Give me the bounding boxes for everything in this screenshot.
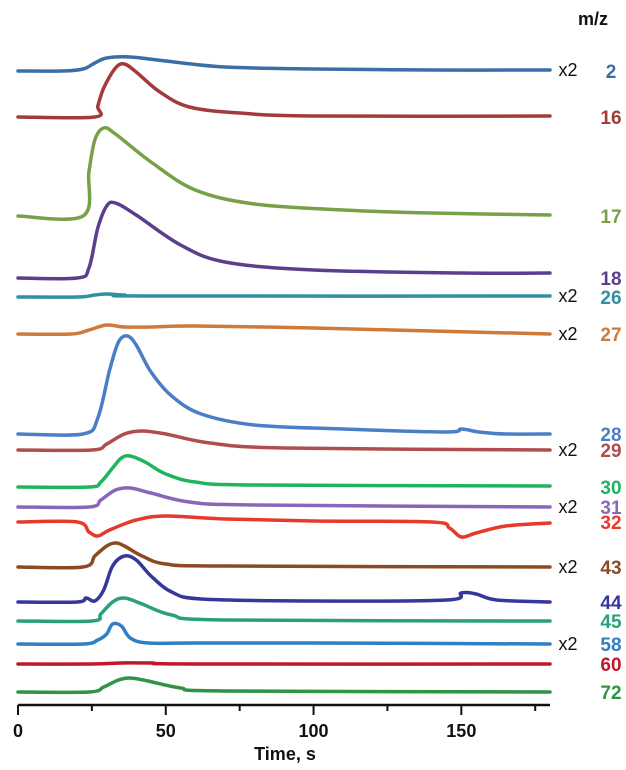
ion-label-mz-60: 60 bbox=[600, 655, 621, 676]
ion-label-mz-45: 45 bbox=[600, 612, 622, 633]
multiplier-label-mz-26: x2 bbox=[558, 286, 577, 306]
x-tick-label: 100 bbox=[299, 721, 329, 741]
multiplier-label-mz-58: x2 bbox=[558, 634, 577, 654]
series-line-mz-58 bbox=[16, 621, 552, 647]
ion-label-mz-72: 72 bbox=[600, 683, 621, 704]
ion-label-mz-44: 44 bbox=[600, 593, 622, 614]
series-line-mz-26 bbox=[16, 292, 552, 299]
ion-label-mz-17: 17 bbox=[600, 207, 621, 228]
legend-title: m/z bbox=[578, 9, 608, 29]
ion-label-mz-2: 2 bbox=[606, 62, 617, 83]
x-axis-title: Time, s bbox=[254, 744, 316, 764]
series-line-mz-2 bbox=[16, 55, 552, 73]
ion-label-mz-16: 16 bbox=[600, 108, 621, 129]
x-tick-label: 50 bbox=[156, 721, 176, 741]
multiplier-label-mz-2: x2 bbox=[558, 60, 577, 80]
series-line-mz-17 bbox=[16, 125, 552, 221]
ion-label-mz-28: 28 bbox=[600, 425, 621, 446]
series-line-mz-60 bbox=[16, 661, 552, 666]
multiplier-label-mz-43: x2 bbox=[558, 557, 577, 577]
series-line-mz-29 bbox=[16, 429, 552, 453]
series-line-mz-30 bbox=[16, 453, 552, 490]
multiplier-label-mz-27: x2 bbox=[558, 324, 577, 344]
series-line-mz-43 bbox=[16, 541, 552, 570]
ion-label-mz-26: 26 bbox=[600, 288, 621, 309]
multiplier-label-mz-29: x2 bbox=[558, 440, 577, 460]
ion-label-mz-18: 18 bbox=[600, 269, 621, 290]
ion-label-mz-27: 27 bbox=[600, 325, 621, 346]
series-line-mz-72 bbox=[16, 676, 552, 695]
x-tick-label: 150 bbox=[446, 721, 476, 741]
ion-label-mz-32: 32 bbox=[600, 513, 621, 534]
series-line-mz-31 bbox=[16, 486, 552, 510]
ion-label-mz-31: 31 bbox=[600, 498, 622, 519]
multiplier-label-mz-31: x2 bbox=[558, 497, 577, 517]
ion-label-mz-29: 29 bbox=[600, 441, 621, 462]
ion-label-mz-30: 30 bbox=[600, 478, 621, 499]
series-line-mz-28 bbox=[16, 334, 552, 437]
series-line-mz-27 bbox=[16, 323, 552, 337]
ion-label-mz-58: 58 bbox=[600, 635, 621, 656]
x-axis: 0 50 100 150 bbox=[13, 703, 550, 741]
series-line-mz-16 bbox=[16, 62, 552, 120]
x-tick-label: 0 bbox=[13, 721, 23, 741]
series-line-mz-44 bbox=[16, 553, 552, 605]
series-line-mz-18 bbox=[16, 200, 552, 281]
ion-label-mz-43: 43 bbox=[600, 558, 621, 579]
series-line-mz-32 bbox=[16, 514, 552, 539]
series-layer bbox=[16, 55, 552, 695]
series-line-mz-45 bbox=[16, 596, 552, 624]
